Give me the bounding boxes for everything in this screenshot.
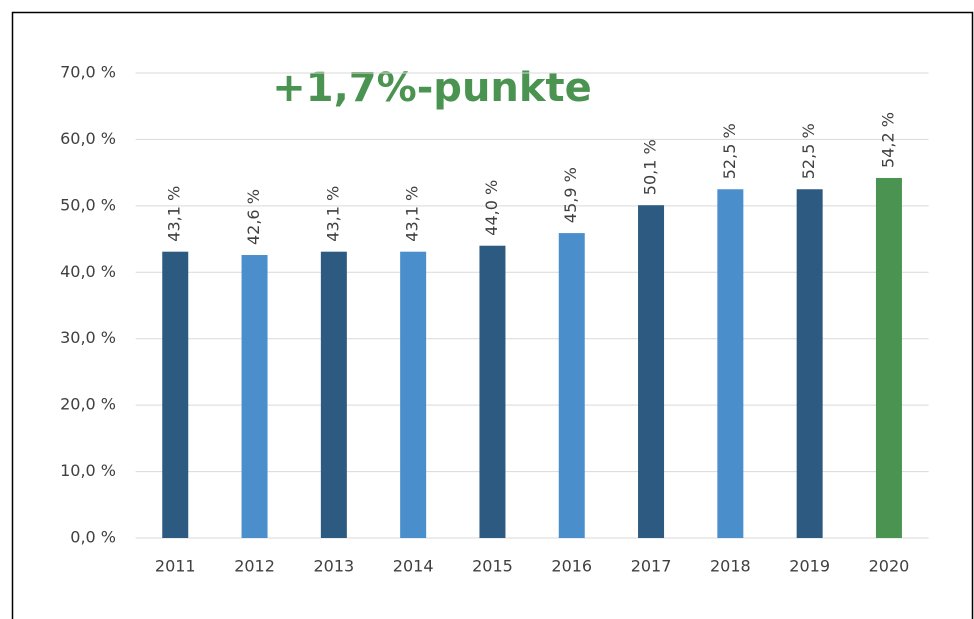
x-tick-label: 2019 [789,557,830,576]
y-tick-label: 70,0 % [60,63,116,82]
y-tick-label: 40,0 % [60,262,116,281]
bar [638,205,665,538]
y-tick-label: 20,0 % [60,395,116,414]
bar [796,189,823,538]
data-label: 43,1 % [165,186,184,242]
x-tick-label: 2015 [472,557,513,576]
bar [717,189,744,538]
frame [11,11,974,619]
data-label: 43,1 % [403,186,422,242]
bar [400,251,427,538]
x-tick-label: 2011 [155,557,196,576]
data-label: 52,5 % [799,123,818,179]
bar [558,233,585,539]
bar [875,177,902,538]
x-tick-label: 2014 [393,557,434,576]
x-tick-label: 2017 [631,557,672,576]
bar [241,255,268,538]
x-tick-label: 2016 [551,557,592,576]
y-tick-label: 30,0 % [60,328,116,347]
bar [320,251,347,538]
data-label: 44,0 % [482,180,501,236]
annotation: +1,7%-punkte [272,65,592,111]
x-tick-label: 2013 [313,557,354,576]
bar [162,251,189,538]
x-tick-label: 2020 [869,557,910,576]
y-tick-label: 50,0 % [60,195,116,214]
bar [479,245,506,538]
data-label: 43,1 % [323,186,342,242]
y-tick-label: 60,0 % [60,129,116,148]
data-label: 52,5 % [720,123,739,179]
x-tick-label: 2018 [710,557,751,576]
data-label: 45,9 % [561,167,580,223]
y-tick-label: 10,0 % [60,461,116,480]
y-tick-label: 0,0 % [70,528,116,547]
data-label: 54,2 % [878,112,897,168]
data-label: 42,6 % [244,189,263,245]
data-label: 50,1 % [641,139,660,195]
x-tick-label: 2012 [234,557,275,576]
